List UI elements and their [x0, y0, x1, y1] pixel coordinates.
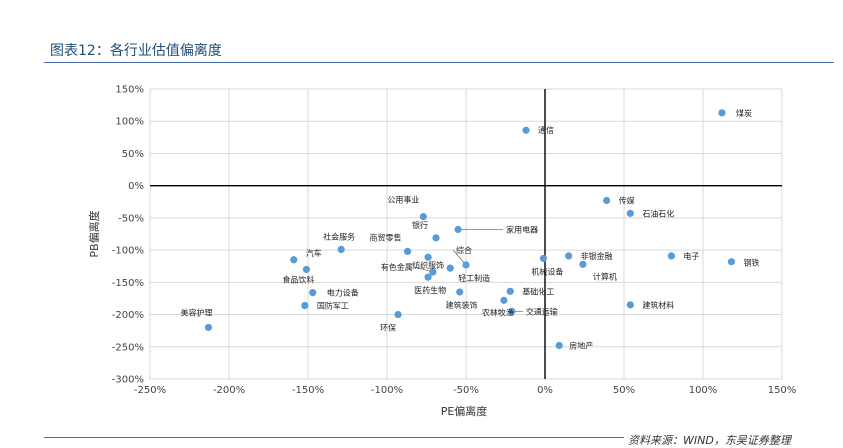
point-label: 公用事业: [387, 195, 419, 205]
scatter-point: [462, 261, 470, 269]
scatter-point: [506, 287, 514, 295]
point-label: 商贸零售: [370, 232, 402, 242]
point-label: 医药生物: [414, 285, 446, 295]
point-label: 计算机: [593, 271, 617, 281]
point-label: 钢铁: [743, 258, 759, 268]
scatter-point: [626, 209, 634, 217]
point-label: 社会服务: [323, 231, 355, 241]
title-rule: [44, 62, 834, 63]
point-label: 农林牧渔: [482, 307, 514, 317]
x-tick-label: 50%: [613, 385, 635, 396]
point-label: 银行: [412, 220, 428, 230]
point-label: 石油石化: [642, 208, 674, 218]
point-label: 基础化工: [522, 286, 554, 296]
x-tick-label: 0%: [537, 385, 553, 396]
figure-title: 图表12：各行业估值偏离度: [50, 43, 222, 59]
scatter-point: [429, 268, 437, 276]
scatter-point: [454, 225, 462, 234]
scatter-point: [718, 109, 726, 117]
x-tick-label: 100%: [689, 385, 718, 396]
y-tick-label: -200%: [112, 310, 144, 321]
point-label: 美容护理: [180, 307, 212, 317]
y-tick-label: 100%: [115, 117, 144, 128]
y-tick-label: -150%: [112, 278, 144, 289]
x-tick-label: -200%: [213, 385, 245, 396]
point-label: 建筑装饰: [446, 300, 478, 310]
x-tick-label: 150%: [768, 385, 797, 396]
source-note: 资料来源：WIND，东吴证券整理: [628, 434, 791, 447]
scatter-point: [394, 310, 402, 319]
point-label: 房地产: [569, 340, 593, 350]
x-tick-label: -250%: [134, 385, 166, 396]
point-label: 环保: [380, 323, 396, 333]
point-label: 汽车: [306, 248, 322, 258]
point-layer: [204, 109, 736, 350]
scatter-point: [727, 258, 736, 266]
plot-border: [149, 88, 783, 380]
y-tick-label: -50%: [118, 213, 144, 224]
scatter-point: [579, 260, 587, 268]
y-tick-label: -250%: [112, 342, 144, 353]
scatter-point: [603, 196, 611, 205]
scatter-point: [508, 307, 516, 315]
point-label: 食品饮料: [282, 274, 314, 284]
point-label: 电力设备: [327, 288, 359, 298]
scatter-point: [337, 245, 345, 254]
point-label: 建筑材料: [642, 300, 674, 310]
scatter-point: [204, 323, 213, 332]
point-label: 家用电器: [506, 224, 538, 234]
point-label: 有色金属: [381, 262, 413, 272]
scatter-point: [500, 296, 508, 304]
point-label: 非银金融: [581, 251, 613, 261]
point-label: 通信: [538, 125, 554, 135]
scatter-point: [565, 252, 573, 260]
scatter-point: [626, 301, 634, 309]
y-tick-label: 150%: [115, 85, 144, 96]
y-tick-label: 0%: [128, 181, 144, 192]
scatter-point: [667, 252, 676, 260]
point-label: 轻工制造: [458, 273, 490, 283]
x-axis-title: PE偏离度: [441, 404, 488, 418]
y-axis-title: PB偏离度: [87, 210, 101, 257]
scatter-point: [424, 273, 432, 281]
scatter-point: [446, 264, 454, 272]
scatter-point: [290, 256, 298, 264]
scatter-point: [432, 234, 440, 242]
x-tick-label: -150%: [292, 385, 324, 396]
point-label: 纺织服饰: [412, 260, 444, 270]
bottom-rule: [44, 437, 624, 438]
scatter-point: [302, 265, 311, 274]
x-tick-label: -50%: [453, 385, 479, 396]
tick-label-layer: -250% -200% -150% -100% -50% 0% 50% 100% 150% 150…: [112, 85, 797, 397]
point-label: 综合: [456, 245, 472, 255]
point-label: 传媒: [619, 195, 635, 205]
scatter-point: [419, 213, 427, 221]
y-tick-label: -300%: [112, 375, 144, 386]
scatter-point: [522, 126, 530, 134]
axis-layer: [150, 89, 782, 379]
scatter-point: [301, 301, 309, 310]
x-tick-label: -100%: [371, 385, 403, 396]
scatter-point: [403, 247, 412, 255]
scatter-point: [456, 288, 464, 296]
scatter-point: [539, 254, 548, 263]
point-label: 煤炭: [736, 108, 752, 118]
point-label: 电子: [683, 251, 699, 261]
y-tick-label: 50%: [122, 149, 144, 160]
grid-layer: [149, 88, 783, 380]
y-tick-label: -100%: [112, 246, 144, 257]
scatter-point: [555, 341, 563, 350]
scatter-point: [309, 289, 317, 297]
point-label: 机械设备: [531, 266, 563, 276]
point-label: 国防军工: [317, 301, 349, 311]
point-label: 交通运输: [526, 306, 558, 316]
scatter-point: [424, 253, 432, 261]
